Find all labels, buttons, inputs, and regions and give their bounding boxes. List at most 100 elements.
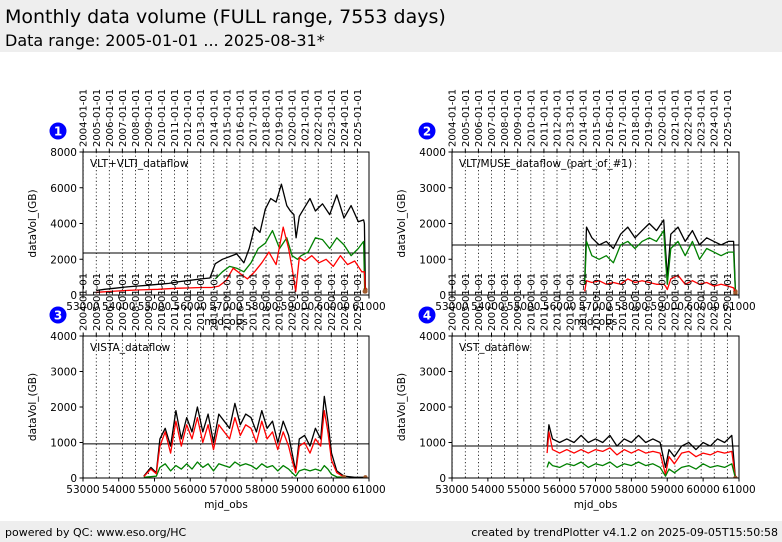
y-tick-label: 6000 (50, 183, 77, 195)
panel-number-badge (418, 122, 436, 140)
top-date-label: 2020-01-01 (657, 273, 668, 331)
top-date-label: 2019-01-01 (275, 89, 286, 147)
x-tick-label: 61000 (352, 484, 385, 496)
y-tick-label: 3000 (50, 367, 77, 379)
panel-number-text: 2 (423, 125, 431, 139)
y-tick-label: 3000 (419, 183, 446, 195)
top-date-label: 2015-01-01 (592, 89, 603, 147)
chart-panel-4: 53000 54000 55000 56000 57000 58000 59000 60000… (396, 273, 756, 511)
top-date-label: 2011-01-01 (539, 273, 550, 331)
panel-number-text: 1 (54, 125, 62, 139)
series-endpoint (363, 289, 368, 294)
x-tick-label: 57000 (579, 301, 612, 313)
top-date-label: 2018-01-01 (631, 89, 642, 147)
top-date-label: 2014-01-01 (579, 89, 590, 147)
x-tick-label: 56000 (174, 301, 207, 313)
top-date-label: 2017-01-01 (618, 273, 629, 331)
y-tick-label: 0 (70, 290, 77, 302)
x-tick-label: 53000 (66, 484, 99, 496)
top-date-label: 2021-01-01 (301, 273, 312, 331)
x-tick-label: 61000 (722, 301, 755, 313)
series-endpoint (733, 475, 738, 478)
x-tick-label: 58000 (245, 301, 278, 313)
top-date-label: 2018-01-01 (262, 89, 273, 147)
chart-panel-2: 53000 54000 55000 56000 57000 58000 59000 60000… (396, 89, 756, 328)
series-endpoint (733, 291, 738, 295)
top-date-label: 2009-01-01 (144, 273, 155, 331)
x-tick-label: 56000 (543, 301, 576, 313)
y-axis-label: dataVol_(GB) (396, 373, 408, 441)
report-header: Monthly data volume (FULL range, 7553 da… (0, 0, 782, 52)
top-date-label: 2021-01-01 (670, 89, 681, 147)
top-date-label: 2013-01-01 (196, 89, 207, 147)
top-date-label: 2024-01-01 (710, 273, 721, 331)
top-date-label: 2024-01-01 (340, 89, 351, 147)
y-tick-label: 0 (439, 473, 446, 485)
x-tick-label: 54000 (102, 484, 135, 496)
top-date-label: 2015-01-01 (222, 273, 233, 331)
series-endpoint (363, 475, 368, 478)
panel-annotation: VISTA_dataflow (90, 342, 171, 354)
x-tick-label: 53000 (66, 301, 99, 313)
top-date-label: 2010-01-01 (157, 89, 168, 147)
top-date-label: 2020-01-01 (288, 273, 299, 331)
top-date-label: 2013-01-01 (566, 89, 577, 147)
x-tick-label: 59000 (281, 484, 314, 496)
x-axis-label: mjd_obs (204, 316, 248, 328)
x-tick-label: 58000 (615, 301, 648, 313)
x-tick-label: 60000 (317, 301, 350, 313)
y-tick-label: 1000 (419, 254, 446, 266)
top-date-label: 2025-01-01 (353, 273, 364, 331)
series-line-total (143, 395, 366, 478)
top-date-label: 2006-01-01 (474, 89, 485, 147)
top-date-label: 2016-01-01 (235, 89, 246, 147)
top-date-label: 2015-01-01 (222, 89, 233, 147)
x-tick-label: 60000 (317, 484, 350, 496)
series-line-green (143, 461, 345, 478)
top-date-label: 2019-01-01 (644, 89, 655, 147)
x-tick-label: 53000 (435, 301, 468, 313)
top-date-label: 2007-01-01 (487, 89, 498, 147)
top-date-label: 2005-01-01 (92, 89, 103, 147)
footer-bar: powered by QC: www.eso.org/HC created by… (0, 521, 782, 542)
top-date-label: 2014-01-01 (209, 273, 220, 331)
top-date-label: 2012-01-01 (183, 89, 194, 147)
x-tick-label: 55000 (507, 301, 540, 313)
top-date-label: 2017-01-01 (248, 273, 259, 331)
top-date-label: 2007-01-01 (487, 273, 498, 331)
y-axis-label: dataVol_(GB) (396, 189, 408, 257)
top-date-label: 2019-01-01 (644, 273, 655, 331)
top-date-label: 2024-01-01 (340, 273, 351, 331)
top-date-label: 2023-01-01 (327, 89, 338, 147)
series-line-total (546, 424, 737, 478)
x-tick-label: 58000 (245, 484, 278, 496)
chart-panel-1: 53000 54000 55000 56000 57000 58000 59000 60000… (27, 89, 386, 328)
y-tick-label: 0 (439, 290, 446, 302)
x-tick-label: 55000 (507, 484, 540, 496)
top-date-label: 2004-01-01 (448, 273, 459, 331)
page-subtitle: Data range: 2005-01-01 ... 2025-08-31* (5, 31, 325, 50)
top-date-label: 2004-01-01 (79, 273, 90, 331)
x-tick-label: 54000 (102, 301, 135, 313)
footer-generator: created by trendPlotter v4.1.2 on 2025-0… (471, 526, 778, 539)
top-date-label: 2016-01-01 (605, 273, 616, 331)
chart-panel-3: 53000 54000 55000 56000 57000 58000 59000 60000… (27, 273, 386, 511)
top-date-label: 2012-01-01 (183, 273, 194, 331)
top-date-label: 2024-01-01 (710, 89, 721, 147)
top-date-label: 2022-01-01 (684, 273, 695, 331)
x-tick-label: 57000 (579, 484, 612, 496)
x-axis-label: mjd_obs (574, 316, 618, 328)
top-date-label: 2010-01-01 (157, 273, 168, 331)
y-tick-label: 2000 (50, 402, 77, 414)
top-date-label: 2008-01-01 (500, 89, 511, 147)
top-date-label: 2022-01-01 (314, 273, 325, 331)
top-date-label: 2020-01-01 (657, 89, 668, 147)
x-tick-label: 56000 (543, 484, 576, 496)
x-tick-label: 58000 (615, 484, 648, 496)
top-date-label: 2007-01-01 (118, 273, 129, 331)
top-date-label: 2011-01-01 (170, 89, 181, 147)
series-group (584, 219, 738, 295)
top-date-label: 2006-01-01 (105, 89, 116, 147)
x-axis-label: mjd_obs (204, 499, 248, 511)
y-tick-label: 1000 (419, 438, 446, 450)
